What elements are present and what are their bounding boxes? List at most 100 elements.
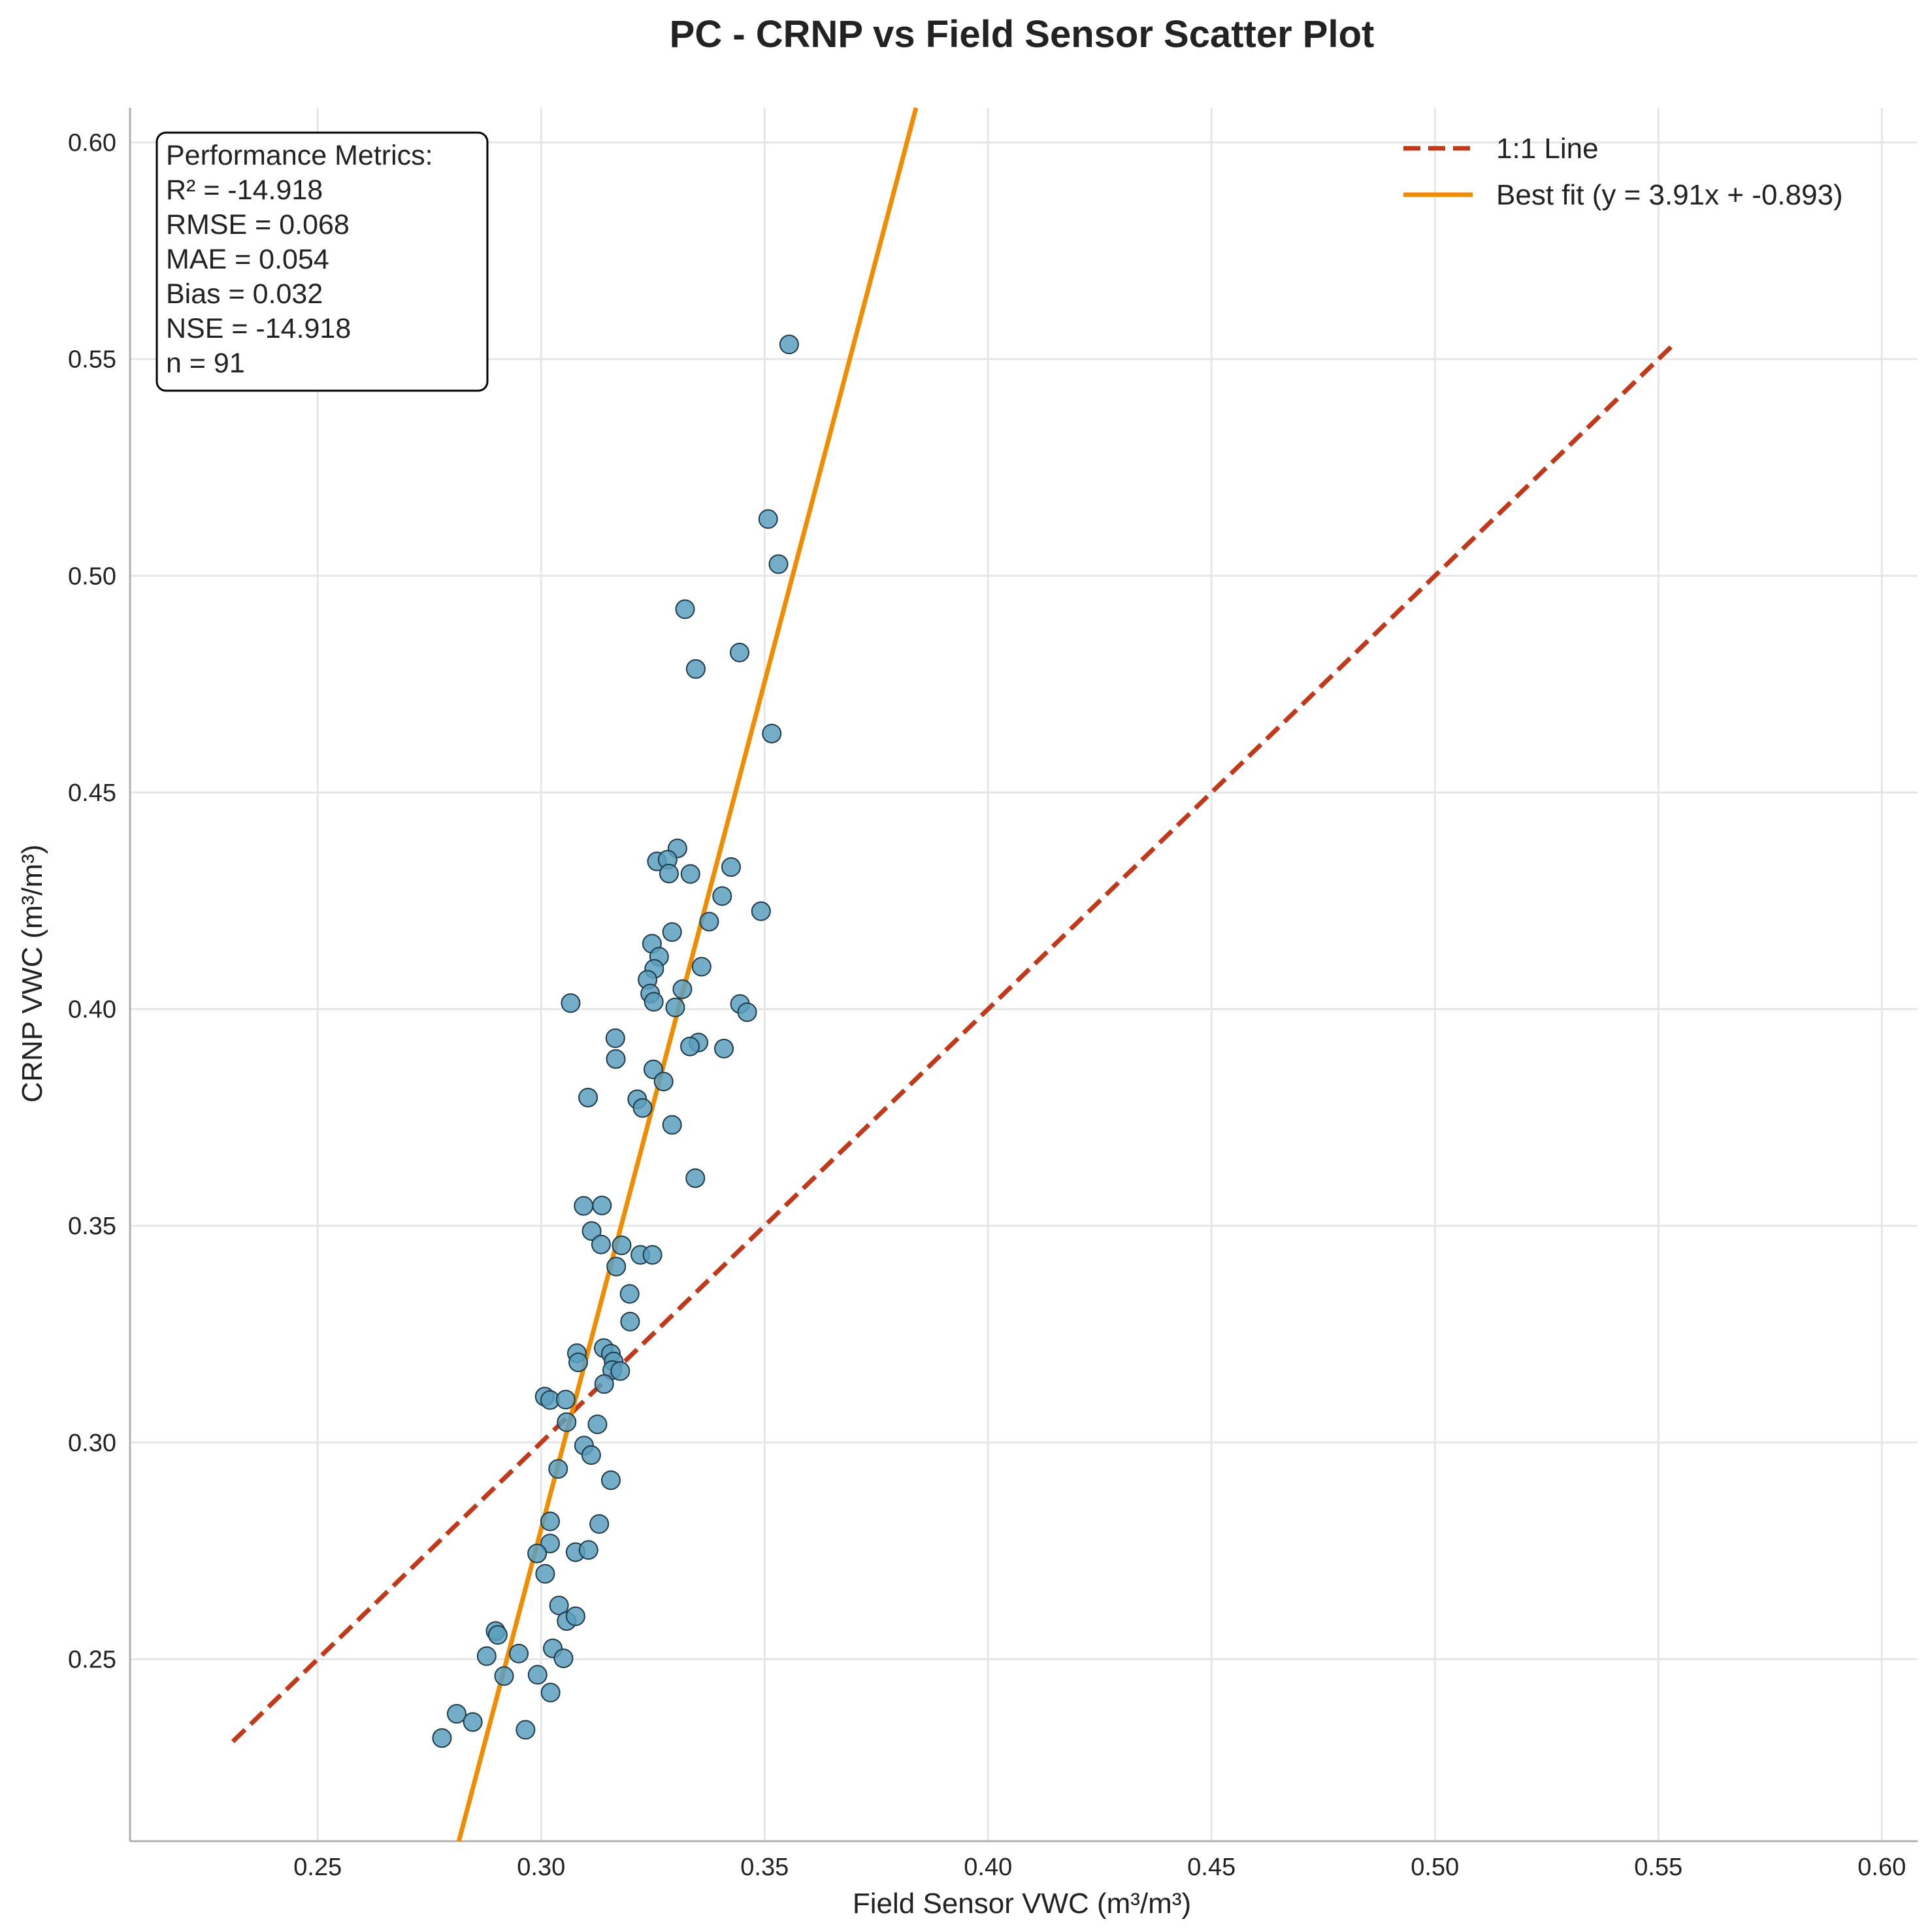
y-tick-label: 0.60 — [68, 129, 116, 157]
scatter-point — [685, 1168, 706, 1188]
scatter-point — [535, 1564, 555, 1584]
scatter-point — [578, 1087, 598, 1107]
data-points — [432, 335, 799, 1748]
x-tick-label: 0.40 — [964, 1854, 1012, 1881]
scatter-point — [494, 1666, 514, 1686]
scatter-point — [591, 1234, 611, 1254]
metrics-box-frame — [155, 131, 489, 392]
y-axis-label: CRNP VWC (m³/m³) — [16, 844, 48, 1102]
scatter-point — [699, 911, 719, 932]
scatter-point — [665, 997, 685, 1017]
y-tick-label: 0.30 — [68, 1430, 116, 1457]
scatter-point — [768, 554, 789, 574]
scatter-point — [612, 1236, 632, 1256]
scatter-point — [578, 1540, 598, 1560]
scatter-point — [463, 1712, 483, 1732]
scatter-point — [642, 1245, 662, 1265]
legend: 1:1 Line Best fit (y = 3.91x + -0.893) — [1403, 133, 1843, 211]
scatter-point — [610, 1361, 630, 1381]
scatter-point — [581, 1221, 602, 1241]
scatter-point — [675, 599, 695, 619]
x-tick-label: 0.30 — [517, 1854, 565, 1881]
scatter-point — [589, 1514, 610, 1534]
scatter-point — [476, 1646, 497, 1666]
legend-label-one-to-one: 1:1 Line — [1496, 133, 1599, 165]
one-to-one-line — [231, 340, 1678, 1743]
metric-nse: NSE = -14.918 — [166, 313, 351, 344]
scatter-point — [592, 1196, 612, 1216]
scatter-point — [587, 1414, 608, 1434]
scatter-point — [605, 1028, 625, 1048]
y-tick-label: 0.50 — [68, 563, 116, 590]
scatter-point — [509, 1643, 529, 1663]
y-tick-label: 0.55 — [68, 346, 116, 374]
scatter-point — [685, 659, 706, 679]
scatter-point — [515, 1720, 536, 1740]
scatter-point — [662, 1115, 682, 1135]
scatter-point — [659, 863, 679, 883]
scatter-point — [619, 1284, 640, 1304]
scatter-point — [549, 1596, 569, 1616]
scatter-point — [568, 1352, 589, 1373]
scatter-point — [557, 1412, 577, 1432]
scatter-point — [527, 1665, 548, 1685]
y-tick-label: 0.45 — [68, 779, 116, 807]
scatter-point — [751, 901, 771, 921]
scatter-point — [691, 957, 711, 977]
x-tick-label: 0.35 — [740, 1854, 789, 1881]
scatter-point — [561, 993, 581, 1013]
scatter-point — [581, 1445, 601, 1465]
x-tick-label: 0.55 — [1634, 1854, 1682, 1881]
y-tick-label: 0.25 — [68, 1646, 116, 1673]
x-tick-label: 0.25 — [293, 1854, 342, 1881]
metric-rmse: RMSE = 0.068 — [166, 209, 350, 240]
scatter-point — [487, 1625, 508, 1645]
axes — [129, 108, 1918, 1842]
x-tick-label: 0.50 — [1411, 1854, 1459, 1881]
scatter-point — [672, 979, 693, 1000]
scatter-point — [737, 1002, 757, 1023]
y-tick-label: 0.35 — [68, 1213, 116, 1240]
metric-n: n = 91 — [166, 348, 245, 379]
metrics-heading: Performance Metrics: — [166, 140, 433, 171]
tick-labels: 0.25 0.30 0.35 0.40 0.45 0.50 0.55 0.60 0.25 0.30… — [68, 129, 1906, 1881]
scatter-point — [606, 1256, 627, 1277]
scatter-point — [644, 992, 664, 1012]
scatter-point — [447, 1704, 467, 1724]
scatter-point — [555, 1390, 576, 1410]
scatter-point — [620, 1311, 640, 1332]
scatter-point — [632, 1098, 653, 1118]
scatter-point — [600, 1470, 621, 1490]
scatter-point — [653, 1072, 674, 1092]
scatter-point — [540, 1533, 560, 1554]
scatter-point — [712, 886, 732, 906]
scatter-point — [540, 1682, 561, 1703]
scatter-point — [527, 1543, 548, 1564]
scatter-point — [594, 1374, 614, 1394]
metric-bias: Bias = 0.032 — [166, 278, 323, 310]
scatter-point — [565, 1606, 585, 1626]
legend-label-best-fit: Best fit (y = 3.91x + -0.893) — [1496, 179, 1843, 211]
x-tick-label: 0.45 — [1187, 1854, 1235, 1881]
x-tick-label: 0.60 — [1857, 1854, 1906, 1881]
metric-r2: R² = -14.918 — [166, 174, 323, 206]
scatter-point — [762, 723, 782, 744]
scatter-point — [758, 509, 778, 529]
scatter-point — [432, 1728, 452, 1748]
scatter-point — [606, 1049, 626, 1069]
scatter-point — [680, 1036, 700, 1056]
scatter-point — [540, 1511, 560, 1531]
metrics-box: Performance Metrics: R² = -14.918 RMSE =… — [155, 131, 489, 392]
grid — [130, 108, 1918, 1841]
scatter-point — [680, 864, 700, 884]
scatter-point — [662, 922, 682, 942]
scatter-point — [553, 1648, 574, 1669]
scatter-point — [779, 335, 799, 355]
scatter-point — [574, 1196, 594, 1216]
scatter-point — [714, 1038, 734, 1058]
scatter-point — [721, 857, 741, 877]
x-axis-label: Field Sensor VWC (m³/m³) — [853, 1888, 1191, 1920]
scatter-point — [729, 642, 749, 663]
y-tick-label: 0.40 — [68, 996, 116, 1024]
